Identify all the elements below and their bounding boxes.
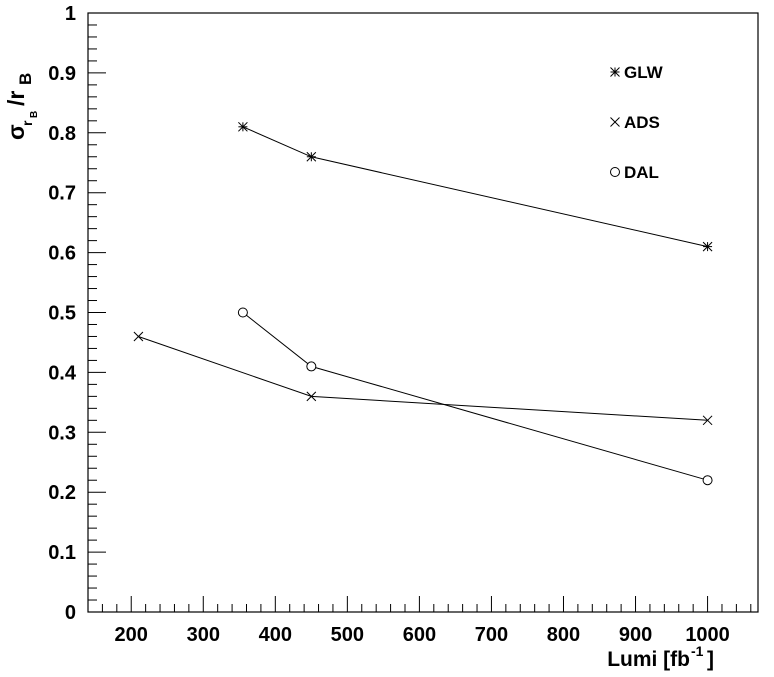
x-tick-label: 1000: [685, 624, 730, 646]
y-tick-labels: 0 0.1 0.2 0.3 0.4 0.5 0.6 0.7 0.8 0.9 1: [48, 3, 77, 624]
x-tick-label: 800: [547, 624, 580, 646]
y-axis-title-b: B: [16, 73, 35, 85]
y-tick-label: 0.2: [48, 482, 76, 504]
x-tick-label: 200: [115, 624, 148, 646]
plot-frame: [87, 12, 759, 613]
data-point-ads: [133, 331, 144, 342]
legend-label-ads: ADS: [624, 113, 660, 132]
x-axis-title-main: Lumi [fb: [607, 648, 690, 671]
data-point-dal: [702, 475, 713, 486]
x-axis-title-close: ]: [707, 648, 714, 671]
data-point-ads: [306, 391, 317, 402]
series-glw: [238, 121, 713, 252]
x-axis-title: Lumi [fb: [607, 648, 690, 671]
legend-marker-dal: [610, 167, 620, 177]
y-axis-title-subsub: B: [29, 111, 40, 118]
data-series: [133, 121, 713, 486]
y-tick-label: 0.3: [48, 422, 76, 444]
y-tick-label: 0: [65, 602, 76, 624]
series-dal: [237, 307, 713, 486]
series-line-ads: [138, 336, 708, 421]
data-point-ads: [702, 415, 713, 426]
legend: GLW ADS DAL: [610, 63, 664, 182]
y-axis-title-sigma: σ: [3, 124, 29, 140]
y-tick-label: 0.7: [48, 183, 76, 205]
data-point-dal: [237, 307, 248, 318]
y-tick-label: 0.8: [48, 123, 76, 145]
x-tick-labels: 200 300 400 500 600 700 800 900 1000: [115, 624, 730, 646]
legend-entry-ads: ADS: [610, 113, 660, 132]
y-axis-title: σ r B /r B: [3, 73, 40, 140]
y-axis-title-slash-r: /r: [3, 91, 29, 106]
legend-marker-glw: [610, 67, 620, 77]
axis-ticks: [87, 12, 752, 613]
data-point-glw: [702, 241, 713, 252]
x-axis-title-sup: -1: [691, 643, 704, 659]
legend-entry-glw: GLW: [610, 63, 664, 82]
y-tick-label: 0.1: [48, 542, 76, 564]
data-point-glw: [238, 121, 248, 132]
plot-border: [87, 12, 759, 613]
series-ads: [133, 331, 713, 426]
series-line-glw: [242, 126, 708, 248]
x-tick-label: 500: [331, 624, 364, 646]
legend-label-glw: GLW: [624, 63, 664, 82]
y-tick-label: 0.9: [48, 63, 76, 85]
y-axis-title-sub-r: r: [19, 120, 35, 126]
y-tick-label: 0.4: [48, 362, 77, 384]
data-point-dal: [306, 361, 317, 372]
x-tick-label: 600: [403, 624, 436, 646]
y-tick-label: 0.6: [48, 243, 76, 265]
data-point-glw: [306, 151, 317, 162]
legend-entry-dal: DAL: [610, 163, 659, 182]
x-tick-label: 900: [619, 624, 652, 646]
x-tick-label: 300: [187, 624, 220, 646]
x-tick-label: 700: [475, 624, 508, 646]
legend-label-dal: DAL: [624, 163, 659, 182]
y-tick-label: 0.5: [48, 303, 76, 325]
legend-marker-ads: [610, 117, 620, 127]
y-tick-label: 1: [65, 3, 76, 25]
x-tick-label: 400: [259, 624, 292, 646]
